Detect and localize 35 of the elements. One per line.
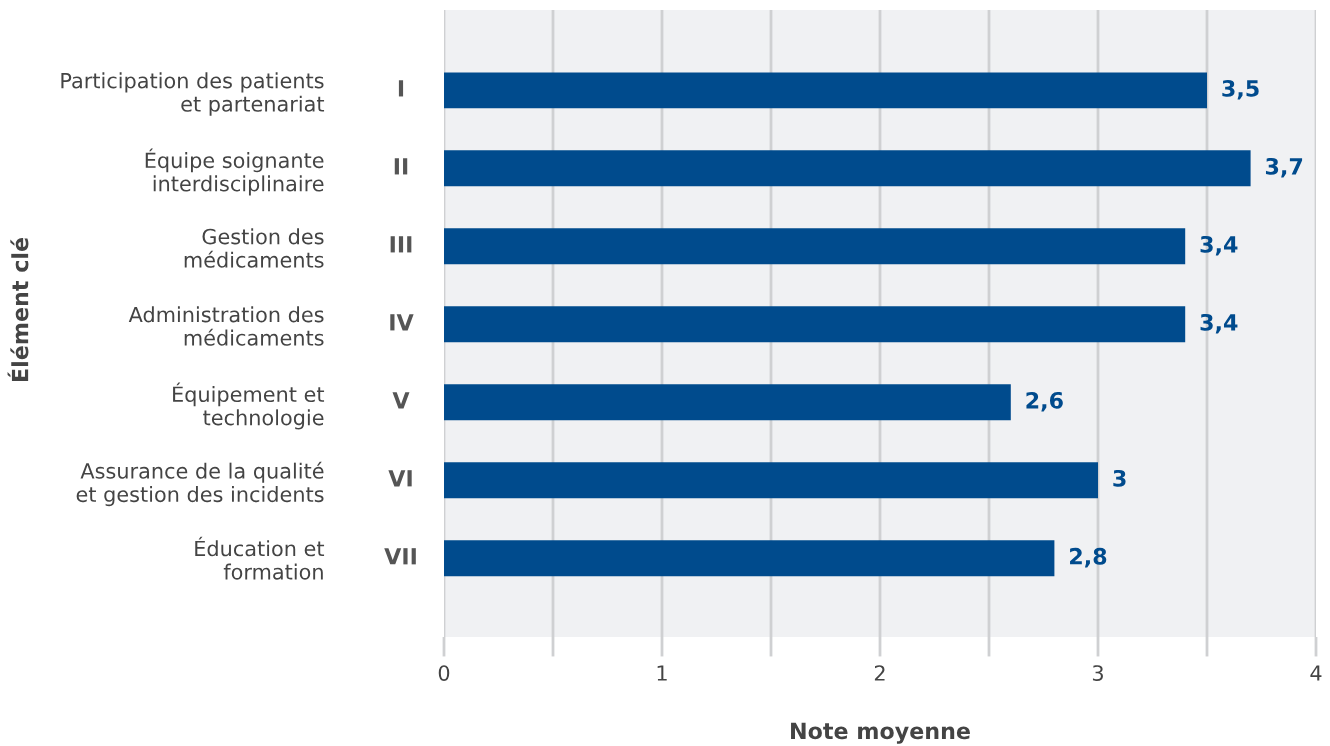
y-tick-label: Équipement et technologie [173, 382, 325, 430]
text: VI [388, 470, 412, 487]
text: I [398, 80, 404, 97]
data-label: 3,4 [1200, 313, 1238, 334]
y-axis-title: Élément clé [7, 238, 29, 382]
text: IV [390, 314, 414, 331]
bar [444, 540, 1055, 577]
bar [444, 72, 1207, 109]
bar [444, 384, 1011, 421]
x-tick-label: 1 [657, 665, 667, 681]
x-tick-label: 0 [438, 665, 450, 681]
bar [444, 228, 1186, 265]
y-tick-label: Administration des médicaments [128, 306, 324, 346]
x-tick-label: 4 [1310, 665, 1322, 681]
text: II [394, 158, 408, 175]
text: V [392, 392, 410, 409]
y-tick-label: Gestion des médicaments [184, 228, 324, 268]
y-tick-label: Assurance de la qualité et gestion des incidents [76, 461, 324, 507]
bar [444, 306, 1186, 343]
y-tick-label: Participation des patients et partenariat [61, 72, 325, 116]
data-label: 3,7 [1265, 157, 1303, 178]
text: III [390, 236, 412, 253]
data-label: 3,5 [1222, 79, 1259, 100]
x-tick-label: 2 [874, 665, 885, 681]
data-label: 3,4 [1200, 235, 1238, 256]
data-label: 2,6 [1026, 391, 1063, 412]
text: VII [384, 548, 416, 565]
bar [444, 150, 1251, 187]
data-label: 3 [1113, 469, 1126, 487]
y-tick-label: Éducation et formation [195, 536, 325, 580]
x-tick-label: 3 [1092, 665, 1103, 681]
bar [444, 462, 1098, 499]
y-tick-label: Équipe soignante interdisciplinaire [145, 148, 324, 196]
x-axis-title: Note moyenne [791, 722, 970, 744]
data-label: 2,8 [1070, 547, 1107, 568]
